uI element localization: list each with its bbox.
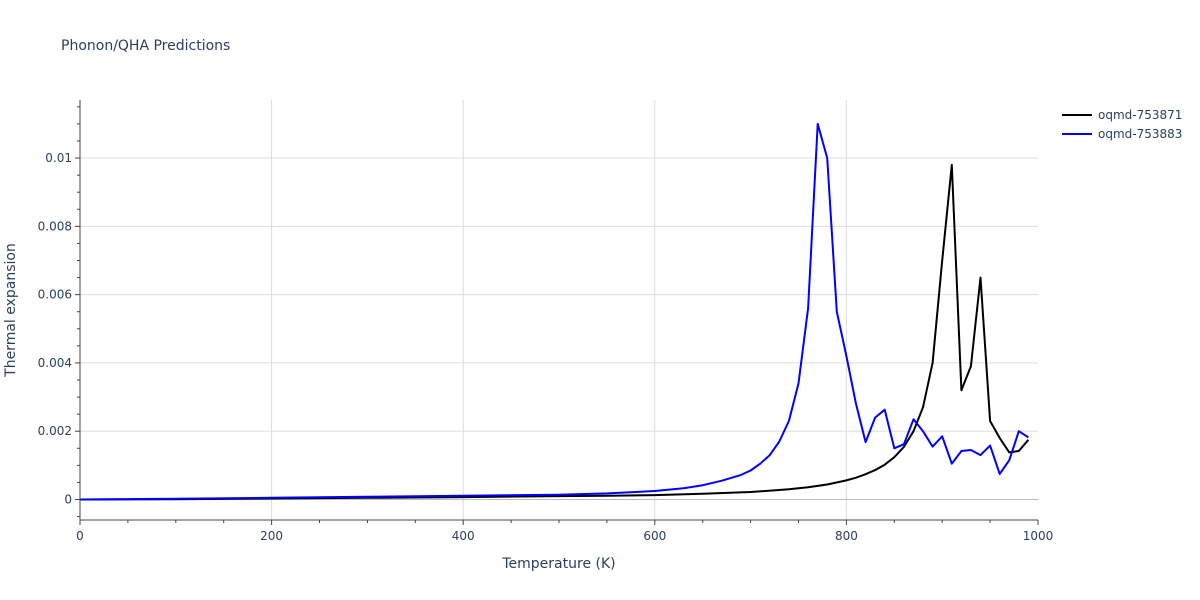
x-tick-label: 200 <box>260 529 283 543</box>
y-tick-label: 0.008 <box>38 219 72 233</box>
x-axis-title: Temperature (K) <box>501 556 615 572</box>
series-line-oqmd-753883 <box>79 122 1029 501</box>
x-tick-label: 1000 <box>1023 529 1054 543</box>
series-line-oqmd-753871 <box>79 163 1030 501</box>
y-tick-label: 0.004 <box>38 356 72 370</box>
y-tick-labels: 0 0.002 0.004 0.006 0.008 0.01 <box>38 151 72 506</box>
legend-item-oqmd-753871[interactable]: oqmd-753871 <box>1062 108 1182 122</box>
series-layer <box>79 122 1030 501</box>
x-tick-label: 400 <box>452 529 475 543</box>
x-tick-labels: 0 200 400 600 800 1000 <box>76 529 1053 543</box>
y-tick-label: 0 <box>64 493 72 507</box>
y-tick-label: 0.002 <box>38 424 72 438</box>
x-gridlines <box>271 100 847 520</box>
y-tick-label: 0.01 <box>45 151 72 165</box>
legend-item-oqmd-753883[interactable]: oqmd-753883 <box>1062 127 1182 141</box>
y-tick-label: 0.006 <box>38 288 72 302</box>
chart-title: Phonon/QHA Predictions <box>61 38 230 54</box>
x-tick-label: 600 <box>643 529 666 543</box>
y-axis-title: Thermal expansion <box>3 243 19 378</box>
x-tick-label: 0 <box>76 529 84 543</box>
x-tick-label: 800 <box>835 529 858 543</box>
axes <box>75 100 1039 525</box>
legend-label: oqmd-753883 <box>1098 127 1182 141</box>
legend-label: oqmd-753871 <box>1098 108 1182 122</box>
legend[interactable]: oqmd-753871 oqmd-753883 <box>1062 108 1182 141</box>
